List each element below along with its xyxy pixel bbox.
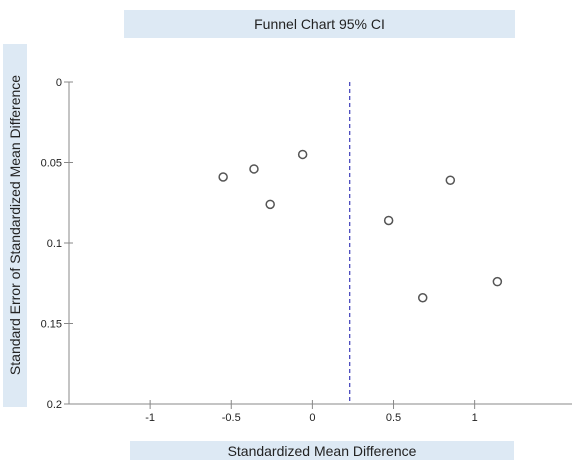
x-tick-label: 0 — [309, 412, 315, 424]
y-tick-label: 0 — [56, 77, 62, 89]
x-axis-label: Standardized Mean Difference — [130, 441, 514, 460]
chart-title: Funnel Chart 95% CI — [124, 10, 515, 38]
study-point — [492, 276, 503, 287]
study-point — [417, 292, 428, 303]
y-axis-label-band — [3, 44, 27, 407]
x-tick-label: -0.5 — [222, 412, 241, 424]
study-point — [297, 149, 308, 160]
y-tick-label: 0.1 — [47, 238, 62, 250]
chart-title-text: Funnel Chart 95% CI — [254, 16, 385, 32]
y-tick-label: 0.2 — [47, 399, 62, 411]
y-tick-label: 0.05 — [41, 158, 62, 170]
study-point — [265, 199, 275, 210]
study-point — [383, 215, 394, 226]
x-tick-label: 1 — [472, 412, 478, 424]
x-axis-label-text: Standardized Mean Difference — [227, 442, 417, 459]
study-point — [218, 172, 228, 182]
x-tick-label: 0.5 — [386, 412, 401, 424]
y-tick-label: 0.15 — [41, 319, 62, 331]
study-point — [445, 175, 456, 185]
study-point — [249, 164, 259, 174]
x-tick-label: -1 — [145, 412, 155, 424]
